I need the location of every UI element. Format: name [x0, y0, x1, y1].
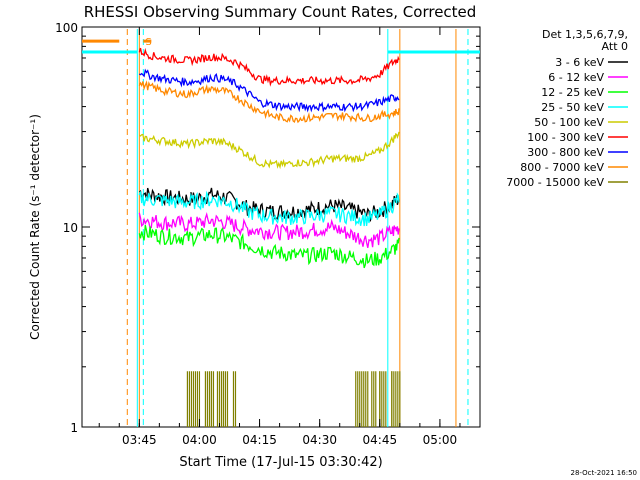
legend-label: 7000 - 15000 keV: [506, 176, 604, 189]
legend-label: 800 - 7000 keV: [520, 161, 604, 174]
legend-label: 100 - 300 keV: [527, 131, 604, 144]
series-3: [138, 190, 400, 227]
legend-label: 3 - 6 keV: [555, 56, 604, 69]
series-line: [138, 225, 400, 269]
legend: Det 1,3,5,6,7,9, Att 0 3 - 6 keV 6 - 12 k…: [506, 28, 628, 189]
x-axis: 03:45 04:00 04:15 04:30 04:45 05:00: [98, 27, 461, 447]
plot-area: S: [81, 26, 481, 428]
y-tick-label: 10: [63, 221, 78, 235]
legend-label: 6 - 12 keV: [548, 71, 604, 84]
series-4: [138, 131, 400, 170]
x-tick-label: 04:15: [242, 433, 277, 447]
legend-header-line2: Att 0: [602, 40, 628, 53]
series-line: [138, 47, 400, 87]
legend-label: 300 - 800 keV: [527, 146, 604, 159]
legend-label: 12 - 25 keV: [541, 86, 604, 99]
series-line: [138, 131, 400, 170]
chart-title: RHESSI Observing Summary Count Rates, Co…: [84, 3, 477, 21]
x-tick-label: 05:00: [423, 433, 458, 447]
flag-label: S: [145, 37, 151, 48]
series-6: [139, 68, 400, 113]
x-tick-label: 04:30: [302, 433, 337, 447]
y-axis: 1 10 100: [55, 21, 480, 435]
series-line: [139, 68, 400, 113]
legend-label: 25 - 50 keV: [541, 101, 604, 114]
legend-header-line1: Det 1,3,5,6,7,9,: [542, 28, 628, 41]
y-tick-label: 100: [55, 21, 78, 35]
series-1: [138, 212, 400, 248]
series-5: [138, 47, 400, 87]
footer-date: 28-Oct-2021 16:50: [571, 469, 637, 477]
series-line: [138, 190, 400, 227]
x-axis-label: Start Time (17-Jul-15 03:30:42): [179, 455, 382, 470]
y-tick-label: 1: [70, 421, 78, 435]
x-tick-label: 03:45: [122, 433, 157, 447]
y-axis-label: Corrected Count Rate (s⁻¹ detector⁻¹): [28, 114, 42, 340]
legend-label: 50 - 100 keV: [534, 116, 604, 129]
series-2: [138, 225, 400, 269]
series-7: [138, 80, 400, 124]
x-tick-label: 04:00: [182, 433, 217, 447]
x-tick-label: 04:45: [363, 433, 398, 447]
series-line: [138, 80, 400, 124]
series-8: [186, 371, 401, 427]
series-line: [138, 212, 400, 248]
